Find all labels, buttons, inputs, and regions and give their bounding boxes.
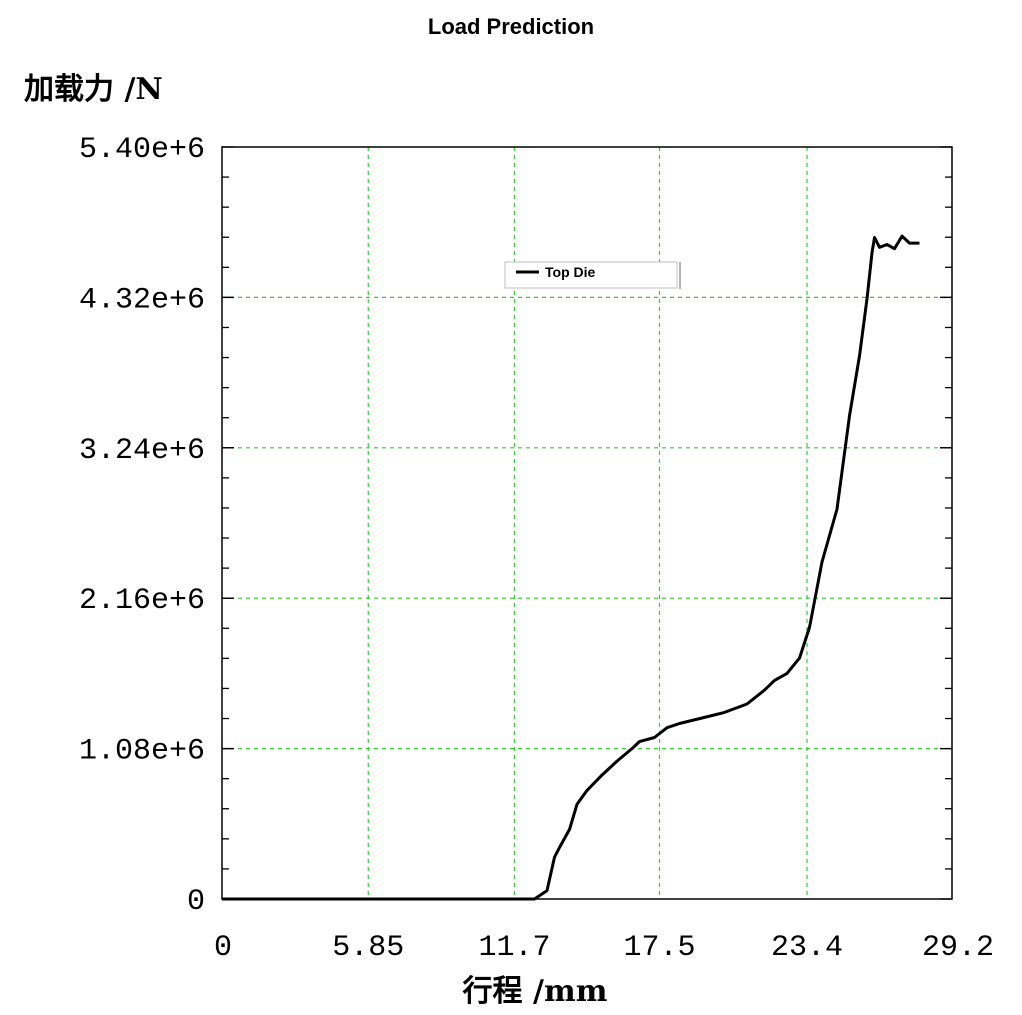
chart-title: Load Prediction	[427, 14, 595, 39]
x-axis-label: 行程 /mm	[462, 974, 608, 1009]
x-tick-labels: 0 5.85 11.7 17.5 23.4 29.2	[214, 931, 994, 965]
x-tick-label: 0	[214, 931, 232, 965]
grid-lines	[222, 147, 952, 899]
y-tick-label: 1.08e+6	[79, 735, 205, 769]
y-tick-label: 5.40e+6	[79, 133, 205, 167]
y-tick-label: 2.16e+6	[79, 584, 205, 618]
x-tick-label: 17.5	[623, 931, 695, 965]
y-axis-label: 加载力 /N	[24, 72, 163, 107]
x-tick-label: 11.7	[478, 931, 550, 965]
y-tick-label: 3.24e+6	[79, 434, 205, 468]
x-tick-label: 5.85	[332, 931, 404, 965]
y-tick-labels: 0 1.08e+6 2.16e+6 3.24e+6 4.32e+6 5.40e+6	[79, 133, 205, 919]
minor-ticks	[222, 146, 952, 900]
legend: Top Die	[504, 261, 681, 289]
y-tick-label: 4.32e+6	[79, 283, 205, 317]
legend-box	[504, 261, 678, 289]
series-line-top-die	[222, 234, 920, 901]
legend-label: Top Die	[545, 264, 596, 280]
x-tick-label: 23.4	[771, 931, 843, 965]
y-tick-label: 0	[187, 885, 205, 919]
plot-frame	[221, 146, 953, 900]
x-tick-label: 29.2	[922, 931, 994, 965]
